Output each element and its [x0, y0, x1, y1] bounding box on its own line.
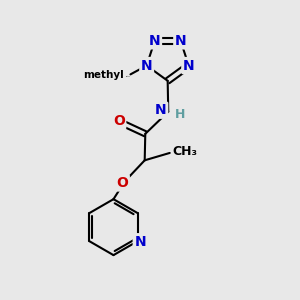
Text: N: N [155, 103, 167, 117]
Text: methyl: methyl [126, 76, 130, 77]
Text: N: N [183, 58, 194, 73]
Text: O: O [116, 176, 128, 190]
Text: N: N [141, 58, 152, 73]
Text: N: N [175, 34, 187, 48]
Text: N: N [134, 235, 146, 249]
Text: methyl: methyl [83, 70, 124, 80]
Text: CH₃: CH₃ [172, 145, 197, 158]
Text: H: H [175, 108, 185, 121]
Text: N: N [149, 34, 161, 48]
Text: O: O [113, 114, 125, 128]
